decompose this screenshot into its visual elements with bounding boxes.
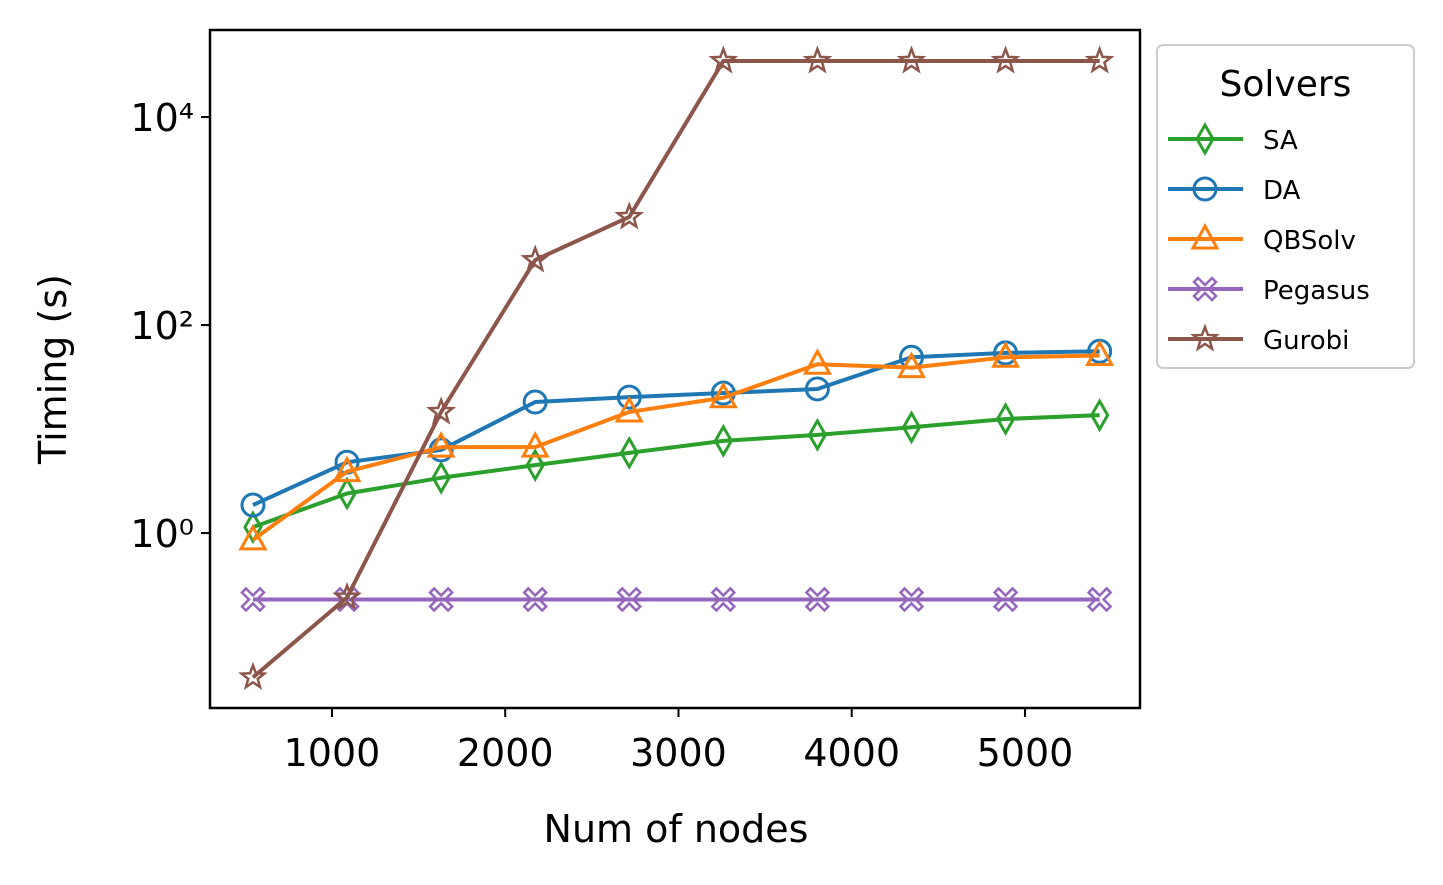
marker [522,586,548,613]
x-tick-label: 3000 [630,731,727,775]
marker [619,435,639,470]
marker [896,45,927,74]
marker [238,661,268,690]
x-tick-label: 1000 [284,731,381,775]
marker [431,460,451,495]
marker [337,476,357,511]
x-tick-label: 2000 [457,731,554,775]
legend-marker [1195,121,1215,157]
marker [426,431,456,458]
plot-frame [208,28,1142,710]
marker [522,389,548,415]
y-axis-label: Timing (s) [31,274,75,465]
marker [426,396,456,425]
marker [898,586,925,613]
legend-marker [1190,323,1220,352]
legend-label: QBSolv [1263,226,1356,256]
marker [708,45,739,74]
marker [243,510,263,545]
marker [520,244,551,273]
marker [525,448,545,483]
marker [520,431,550,458]
legend-label: SA [1263,126,1298,156]
legend-title: Solvers [1220,64,1352,105]
marker [992,586,1019,613]
marker [616,384,642,410]
marker [804,376,830,402]
series-line [252,349,1100,507]
marker [616,586,643,613]
y-tick-label: 10⁰ [130,512,194,556]
legend-marker [1192,176,1218,202]
legend-marker [1190,222,1220,250]
marker [238,523,268,551]
marker [332,455,362,483]
x-tick-label: 5000 [977,731,1074,775]
x-tick-label: 4000 [803,731,900,775]
marker [802,348,832,375]
marker [240,492,266,518]
marker [240,586,266,613]
marker [991,341,1021,368]
marker [1085,339,1115,366]
marker [1089,398,1110,433]
marker [614,201,645,230]
series-line [252,413,1100,530]
y-tick-label: 10² [130,304,194,348]
series-line [251,353,1100,542]
y-tick-label: 10⁴ [130,96,194,140]
legend-marker [1192,276,1218,302]
marker [995,401,1016,437]
marker [802,45,833,74]
marker [896,351,927,379]
marker [614,395,644,423]
marker [804,586,831,613]
marker [1086,586,1113,613]
marker [990,45,1021,74]
marker [710,586,737,613]
series-line [251,58,1100,679]
marker [901,410,922,445]
legend-label: Pegasus [1263,276,1370,306]
marker [713,423,734,458]
marker [428,586,454,613]
marker [708,381,738,409]
marker [807,417,828,452]
marker [332,581,362,611]
marker [1084,45,1115,74]
legend-label: DA [1263,176,1301,206]
x-axis-label: Num of nodes [544,807,809,851]
legend-label: Gurobi [1263,326,1349,356]
